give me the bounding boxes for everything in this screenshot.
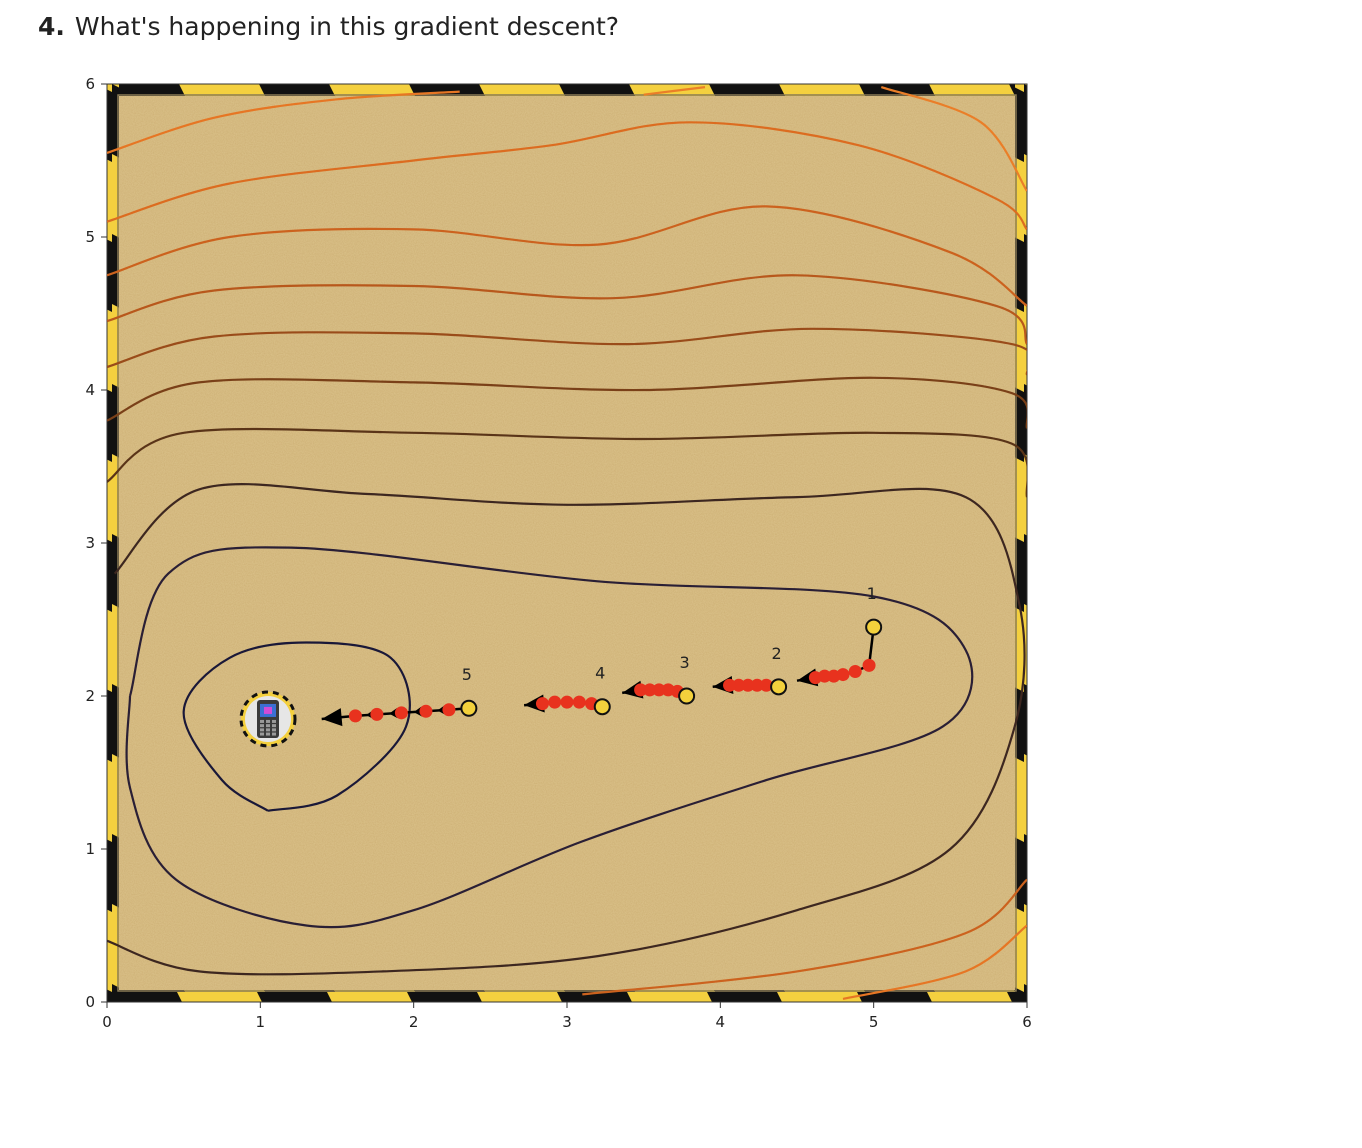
hazard-frame-left (107, 84, 119, 1002)
step-point (652, 683, 666, 697)
y-tick-label: 6 (85, 75, 95, 93)
plot-inner-border (117, 94, 1017, 992)
descent-run-3: 3 (621, 653, 696, 705)
contour-line (182, 641, 411, 812)
step-point (370, 707, 384, 721)
x-tick-label: 4 (716, 1013, 726, 1031)
step-point (394, 706, 408, 720)
step-point (732, 678, 746, 692)
start-point (865, 618, 883, 636)
run-label: 4 (595, 664, 605, 683)
contour-line (107, 274, 1027, 345)
x-axis-ticks: 0 1 2 3 4 5 6 (102, 1002, 1032, 1031)
contour-line (880, 86, 1027, 192)
step-point (572, 695, 586, 709)
step-point (759, 678, 773, 692)
descent-run-5: 5 (321, 665, 478, 727)
contour-line (107, 376, 1027, 429)
step-point (442, 703, 456, 717)
contour-line (643, 86, 706, 96)
run-label: 5 (462, 665, 472, 684)
step-point (741, 678, 755, 692)
hazard-frame-bottom (107, 990, 1027, 1002)
descent-runs: 1 2 3 4 5 (321, 584, 883, 727)
step-point (643, 683, 657, 697)
x-tick-label: 0 (102, 1013, 112, 1031)
contour-line (125, 546, 974, 929)
x-tick-label: 5 (869, 1013, 879, 1031)
step-point (419, 704, 433, 718)
plot-area (106, 83, 1028, 1003)
question-text: What's happening in this gradient descen… (74, 12, 620, 41)
x-tick-label: 6 (1022, 1013, 1032, 1031)
run-label: 3 (680, 653, 690, 672)
step-point (548, 695, 562, 709)
contour-line (582, 878, 1027, 996)
question-heading: 4. What's happening in this gradient desc… (38, 12, 619, 41)
hazard-frame-top (107, 84, 1027, 96)
start-point (593, 698, 611, 716)
y-axis-ticks: 0 1 2 3 4 5 6 (85, 75, 107, 1011)
step-point (348, 709, 362, 723)
step-point (808, 671, 822, 685)
minimum-marker (239, 690, 297, 748)
descent-run-1: 1 (796, 584, 883, 687)
y-tick-label: 2 (85, 687, 95, 705)
descent-run-2: 2 (712, 644, 788, 696)
step-point (723, 678, 737, 692)
step-point (535, 697, 549, 711)
y-tick-label: 3 (85, 534, 95, 552)
contour-line (107, 483, 1026, 976)
y-tick-label: 1 (85, 840, 95, 858)
contour-line (107, 205, 1027, 307)
contour-line (107, 121, 1027, 231)
descent-run-4: 4 (523, 664, 611, 716)
contour-lines (107, 86, 1027, 1000)
step-point (862, 658, 876, 672)
y-tick-label: 4 (85, 381, 95, 399)
step-point (848, 665, 862, 679)
y-tick-label: 5 (85, 228, 95, 246)
start-point (678, 687, 696, 705)
step-point (560, 695, 574, 709)
step-point (750, 678, 764, 692)
question-number: 4. (38, 12, 65, 41)
step-point (634, 683, 648, 697)
phone-icon (257, 699, 279, 738)
contour-line (107, 427, 1027, 498)
contour-line (107, 90, 460, 154)
contour-line (842, 924, 1027, 1000)
run-label: 1 (867, 584, 877, 603)
y-tick-label: 0 (85, 993, 95, 1011)
start-point (460, 699, 478, 717)
hazard-frame-right (1015, 84, 1027, 1002)
x-tick-label: 2 (409, 1013, 419, 1031)
step-point (661, 683, 675, 697)
x-tick-label: 3 (562, 1013, 572, 1031)
step-point (827, 669, 841, 683)
x-tick-label: 1 (256, 1013, 266, 1031)
start-point (770, 678, 788, 696)
run-label: 2 (772, 644, 782, 663)
run-arrowhead (321, 708, 343, 727)
sand-background (119, 96, 1015, 990)
contour-line (107, 327, 1027, 376)
